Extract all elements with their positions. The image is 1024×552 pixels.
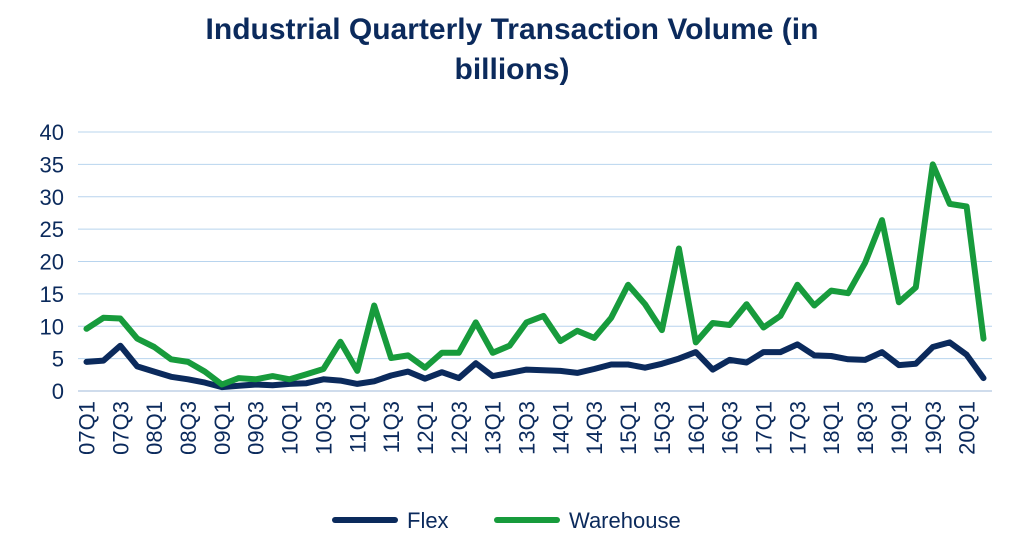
x-tick-label: 09Q1 xyxy=(210,401,235,455)
x-tick-label: 09Q3 xyxy=(244,401,269,455)
x-tick-label: 17Q1 xyxy=(752,401,777,455)
y-tick-label: 30 xyxy=(40,185,64,210)
y-tick-label: 0 xyxy=(52,379,64,404)
x-tick-label: 12Q1 xyxy=(413,401,438,455)
legend: Flex Warehouse xyxy=(332,508,681,533)
x-tick-label: 18Q3 xyxy=(853,401,878,455)
x-tick-label: 12Q3 xyxy=(447,401,472,455)
legend-label-flex: Flex xyxy=(407,508,449,533)
x-tick-label: 19Q1 xyxy=(887,401,912,455)
x-tick-label: 16Q1 xyxy=(684,401,709,455)
x-tick-label: 14Q1 xyxy=(548,401,573,455)
x-tick-label: 13Q3 xyxy=(515,401,540,455)
y-tick-label: 40 xyxy=(40,120,64,145)
x-tick-label: 17Q3 xyxy=(785,401,810,455)
x-tick-label: 13Q1 xyxy=(481,401,506,455)
x-tick-label: 14Q3 xyxy=(582,401,607,455)
chart-title-line-2: billions) xyxy=(454,53,570,86)
x-tick-label: 11Q1 xyxy=(345,401,370,453)
legend-label-warehouse: Warehouse xyxy=(569,508,681,533)
x-tick-label: 20Q1 xyxy=(955,401,980,455)
x-tick-label: 16Q3 xyxy=(718,401,743,455)
x-tick-label: 08Q3 xyxy=(176,401,201,455)
x-tick-label: 18Q1 xyxy=(819,401,844,455)
x-tick-label: 15Q1 xyxy=(616,401,641,455)
x-tick-label: 19Q3 xyxy=(921,401,946,455)
y-tick-label: 20 xyxy=(40,250,64,275)
x-tick-label: 11Q3 xyxy=(379,401,404,453)
gridlines xyxy=(78,131,992,392)
series-line-flex xyxy=(83,339,987,391)
x-tick-label: 07Q1 xyxy=(74,401,99,455)
series-line-warehouse xyxy=(83,161,987,388)
x-axis: 07Q1 07Q3 08Q1 08Q3 09Q1 09Q3 10Q1 10Q3 11Q1 11Q3… xyxy=(74,401,979,455)
y-tick-label: 10 xyxy=(40,314,64,339)
y-tick-label: 5 xyxy=(52,347,64,372)
chart-title-line-1: Industrial Quarterly Transaction Volume … xyxy=(205,13,819,46)
x-tick-label: 10Q1 xyxy=(278,401,303,455)
x-tick-label: 10Q3 xyxy=(311,401,336,455)
y-tick-label: 15 xyxy=(40,282,64,307)
series-lines xyxy=(83,161,987,391)
x-tick-label: 07Q3 xyxy=(108,401,133,455)
y-axis: 0 5 10 15 20 25 30 35 40 xyxy=(40,120,64,404)
x-tick-label: 15Q3 xyxy=(650,401,675,455)
x-tick-label: 08Q1 xyxy=(142,401,167,455)
y-tick-label: 25 xyxy=(40,217,64,242)
y-tick-label: 35 xyxy=(40,152,64,177)
chart-title: Industrial Quarterly Transaction Volume … xyxy=(0,10,1024,90)
